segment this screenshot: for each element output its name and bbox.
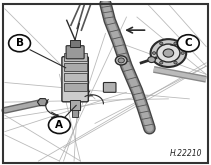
Circle shape bbox=[160, 42, 163, 45]
Circle shape bbox=[9, 35, 30, 52]
Circle shape bbox=[163, 49, 174, 57]
Text: A: A bbox=[55, 120, 63, 130]
Bar bbox=[70, 100, 80, 110]
Circle shape bbox=[151, 39, 186, 67]
FancyBboxPatch shape bbox=[62, 57, 88, 102]
Text: B: B bbox=[16, 38, 24, 48]
Circle shape bbox=[118, 58, 124, 63]
Circle shape bbox=[115, 56, 127, 65]
FancyBboxPatch shape bbox=[66, 46, 84, 59]
Text: H.22210: H.22210 bbox=[169, 149, 202, 158]
Bar bbox=[64, 53, 87, 61]
Circle shape bbox=[174, 42, 177, 45]
Bar bbox=[64, 82, 87, 91]
Bar bbox=[64, 73, 87, 81]
Circle shape bbox=[177, 35, 199, 52]
Bar bbox=[72, 110, 78, 117]
Circle shape bbox=[174, 61, 177, 64]
Circle shape bbox=[181, 52, 184, 54]
Circle shape bbox=[49, 116, 70, 133]
Text: C: C bbox=[184, 38, 192, 48]
Circle shape bbox=[157, 44, 180, 62]
Circle shape bbox=[160, 61, 163, 64]
Bar bbox=[64, 63, 87, 71]
Circle shape bbox=[148, 57, 155, 63]
FancyBboxPatch shape bbox=[103, 82, 116, 92]
Bar bbox=[70, 40, 80, 47]
Circle shape bbox=[153, 52, 156, 54]
